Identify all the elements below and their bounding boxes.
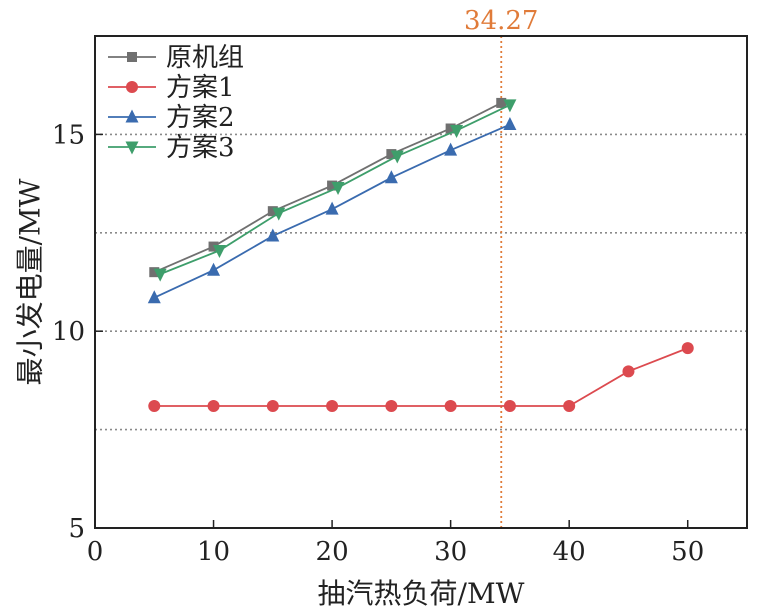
- series-4: [153, 99, 517, 282]
- series-4-point-2: [272, 207, 286, 221]
- series-2-point-5: [444, 399, 457, 412]
- legend-entry-1: 原机组: [108, 43, 244, 73]
- series-1-point-1: [208, 241, 219, 252]
- series-3-point-2: [266, 228, 280, 242]
- annotation-layer: 34.27: [464, 6, 538, 528]
- legend-entry-3: 方案2: [108, 103, 235, 133]
- series-3-point-6: [503, 117, 517, 131]
- series-1-point-2: [267, 206, 278, 217]
- series-2-point-2: [266, 399, 279, 412]
- x-tick-label-4: 40: [553, 537, 586, 567]
- series-2-point-8: [622, 365, 635, 378]
- series-2-point-6: [503, 399, 516, 412]
- legend-marker-1: [127, 52, 137, 62]
- x-tick-label-1: 10: [197, 537, 230, 567]
- x-tick-label-0: 0: [87, 537, 104, 567]
- series-3: [147, 117, 517, 304]
- series-1-point-4: [386, 149, 397, 160]
- legend-entry-2: 方案1: [108, 73, 235, 103]
- series-3-point-0: [147, 290, 161, 304]
- y-tick-label-0: 5: [68, 514, 85, 544]
- x-axis-title: 抽汽热负荷/MW: [318, 577, 525, 610]
- grid-lines: [95, 133, 747, 431]
- y-tick-label-2: 15: [52, 120, 85, 150]
- series-1: [149, 97, 507, 278]
- series-2: [148, 342, 694, 412]
- x-tick-label-5: 50: [671, 537, 704, 567]
- series-4-point-4: [390, 150, 404, 164]
- series-2-point-1: [207, 399, 220, 412]
- series-2-point-4: [385, 399, 398, 412]
- series-4-point-3: [331, 182, 345, 196]
- series-1-point-3: [327, 180, 338, 191]
- x-tick-label-2: 20: [316, 537, 349, 567]
- series-3-point-1: [207, 262, 221, 276]
- legend-marker-4: [125, 141, 139, 155]
- series-4-point-0: [153, 268, 167, 282]
- annotation-label: 34.27: [464, 6, 538, 36]
- series-layer: [147, 97, 694, 412]
- y-axis-title: 最小发电量/MW: [14, 178, 47, 385]
- series-2-point-7: [563, 399, 576, 412]
- legend-marker-2: [126, 81, 138, 93]
- series-4-point-5: [450, 124, 464, 138]
- series-3-point-3: [325, 201, 339, 215]
- series-4-point-6: [503, 99, 517, 113]
- legend-label-3: 方案2: [166, 103, 235, 133]
- legend-label-1: 原机组: [166, 43, 244, 73]
- series-3-point-4: [384, 170, 398, 184]
- series-1-point-5: [445, 123, 456, 134]
- legend-entry-4: 方案3: [108, 133, 235, 163]
- axes: 0 10 20 30 40 50 5 10 15: [52, 120, 704, 567]
- series-2-point-0: [148, 399, 161, 412]
- legend-label-2: 方案1: [166, 73, 235, 103]
- series-3-point-5: [444, 142, 458, 156]
- series-1-point-6: [496, 97, 507, 108]
- series-1-point-0: [149, 267, 160, 278]
- plot-frame: [94, 35, 748, 529]
- series-4-point-1: [212, 245, 226, 259]
- y-tick-label-1: 10: [52, 317, 85, 347]
- series-2-line: [154, 347, 689, 407]
- series-2-point-9: [681, 342, 694, 355]
- x-tick-label-3: 30: [434, 537, 467, 567]
- series-2-point-3: [326, 399, 339, 412]
- legend-label-4: 方案3: [166, 133, 235, 163]
- legend-marker-3: [125, 109, 139, 123]
